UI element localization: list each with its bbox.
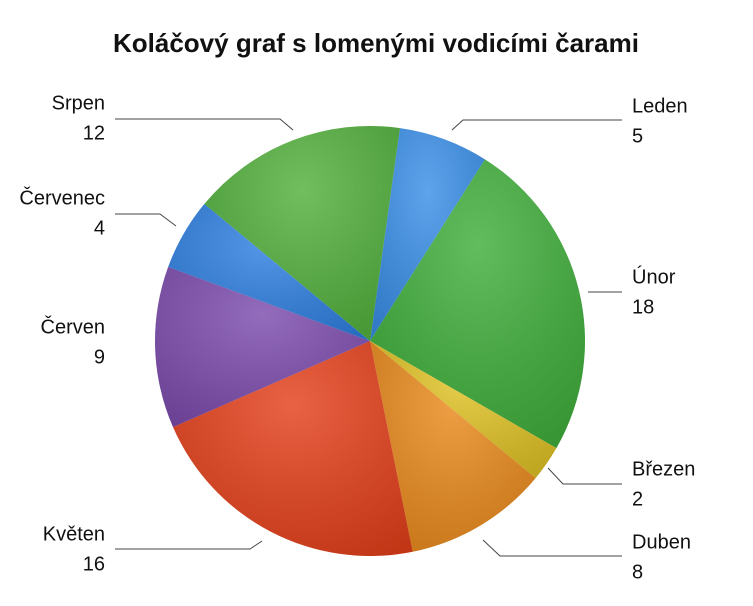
slice-label: Leden [632,95,688,117]
slice-value: 16 [83,553,105,575]
slice-value: 9 [94,346,105,368]
chart-title: Koláčový graf s lomenými vodicími čarami [113,28,639,58]
leader-line [115,213,177,227]
leader-line [547,467,622,485]
slice-label: Červenec [19,186,105,209]
slice-shade [370,341,557,479]
slice-shade [370,159,585,449]
slice-shade [168,203,370,341]
slice-value: 8 [632,561,643,583]
slice-shade [370,341,536,552]
slice-label: Březen [632,458,695,480]
slice-value: 18 [632,296,654,318]
leader-line [115,540,263,550]
slice-label: Červen [41,315,105,338]
slice-label: Duben [632,531,691,553]
slice-label: Květen [43,523,105,545]
slice-shade [370,128,485,341]
slice-value: 5 [632,125,643,147]
leader-line [115,118,294,131]
slice-label: Únor [632,265,676,288]
leader-line [482,539,622,557]
slice-shade [204,126,400,341]
slice-label: Srpen [52,92,105,114]
slice-value: 12 [83,122,105,144]
leader-line [451,119,622,131]
slice-shade [173,341,413,556]
slice-value: 4 [94,217,105,239]
slice-value: 2 [632,488,643,510]
slice-shade [155,266,370,428]
